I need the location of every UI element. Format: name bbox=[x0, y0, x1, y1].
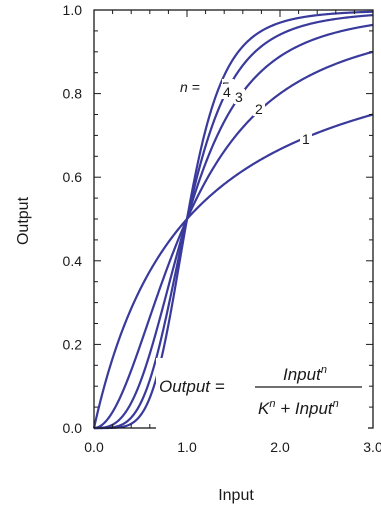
series-line-n-3 bbox=[94, 23, 374, 430]
series-label-1: 1 bbox=[302, 131, 310, 147]
series-label-3: 3 bbox=[235, 89, 243, 105]
y-tick-label: 0.0 bbox=[63, 420, 83, 436]
series-labels: n = 5 4 3 2 1 bbox=[180, 79, 312, 147]
series-line-n-5 bbox=[94, 10, 374, 430]
series-label-3-bg bbox=[234, 89, 245, 104]
equation-numerator: Inputn bbox=[283, 364, 327, 384]
series-line-n-4 bbox=[94, 14, 374, 430]
equation-annotation: Output = Inputn Kn + Inputn bbox=[156, 358, 368, 430]
y-tick-label: 1.0 bbox=[63, 2, 83, 18]
equation-denominator: Kn + Inputn bbox=[258, 398, 339, 418]
series-label-2: 2 bbox=[255, 101, 263, 117]
series-label-1-bg bbox=[300, 131, 312, 147]
y-tick-label: 0.6 bbox=[63, 169, 83, 185]
series-line-n-1 bbox=[92, 113, 374, 429]
x-tick-label: 1.0 bbox=[177, 439, 197, 455]
tick-labels: 0.0 1.0 2.0 3.0 0.0 0.2 0.4 0.6 0.8 1.0 bbox=[63, 2, 381, 455]
x-tick-label: 3.0 bbox=[363, 439, 381, 455]
x-tick-label: 0.0 bbox=[84, 439, 104, 455]
y-tick-label: 0.8 bbox=[63, 86, 83, 102]
series-label-n-prefix: n = bbox=[180, 79, 200, 95]
y-tick-label: 0.2 bbox=[63, 336, 83, 352]
y-tick-label: 0.4 bbox=[63, 253, 83, 269]
equation-bg bbox=[156, 358, 368, 430]
x-axis-title: Input bbox=[218, 487, 254, 504]
series-lines bbox=[92, 10, 374, 430]
x-tick-label: 2.0 bbox=[270, 439, 290, 455]
equation-lhs: Output = bbox=[159, 377, 225, 396]
series-label-2-bg bbox=[253, 100, 265, 116]
series-line-n-2 bbox=[93, 50, 374, 430]
series-label-4: 4 bbox=[223, 84, 231, 100]
y-axis-title: Output bbox=[15, 196, 32, 245]
series-label-4-bg bbox=[221, 84, 232, 99]
